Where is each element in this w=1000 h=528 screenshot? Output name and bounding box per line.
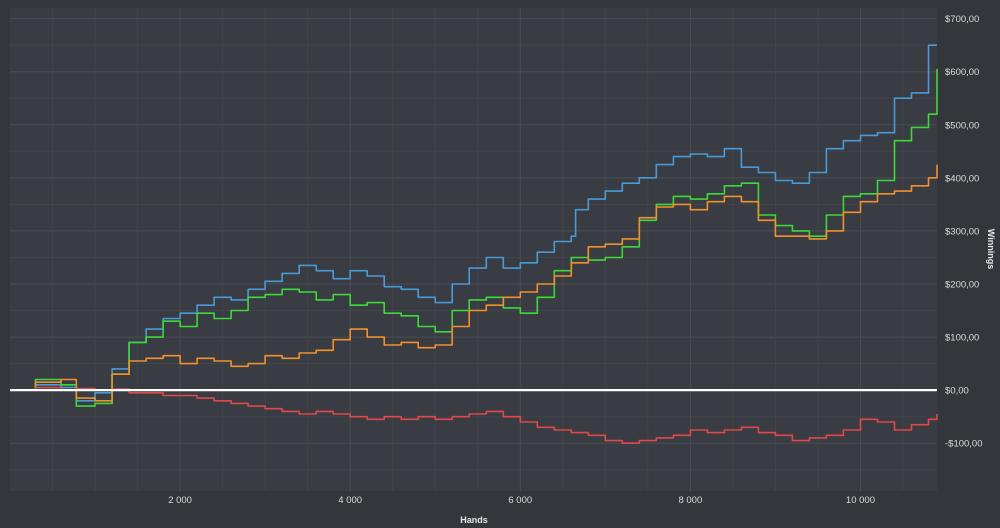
y-tick-label: $300,00 [945,226,979,237]
plot-area [10,8,937,491]
x-tick-label: 2 000 [168,495,192,506]
series-line-4 [10,386,938,444]
x-tick-label: 6 000 [508,495,532,506]
x-tick-label: 10 000 [846,495,875,506]
x-axis-title: Hands [460,515,488,525]
x-tick-label: 8 000 [678,495,702,506]
grid [10,8,937,491]
y-tick-label: $500,00 [945,120,979,131]
y-tick-label: $600,00 [945,67,979,78]
y-axis-ticks: $700,00 $600,00 $500,00 $400,00 $300,00 $200,… [945,14,983,450]
x-axis-ticks: 2 000 4 000 6 000 8 000 10 000 [168,495,875,506]
series-line-1 [10,44,937,402]
y-tick-label: $400,00 [945,173,979,184]
series-lines [10,44,938,444]
y-tick-label: $100,00 [945,333,979,344]
y-tick-label: -$100,00 [945,439,983,450]
series-line-3 [10,164,938,402]
y-tick-label: $700,00 [945,14,979,25]
x-tick-label: 4 000 [338,495,362,506]
series-line-2 [10,69,938,407]
y-tick-label: $200,00 [945,280,979,291]
y-tick-label: $0,00 [945,386,969,397]
y-axis-title: Winnings [986,229,996,269]
